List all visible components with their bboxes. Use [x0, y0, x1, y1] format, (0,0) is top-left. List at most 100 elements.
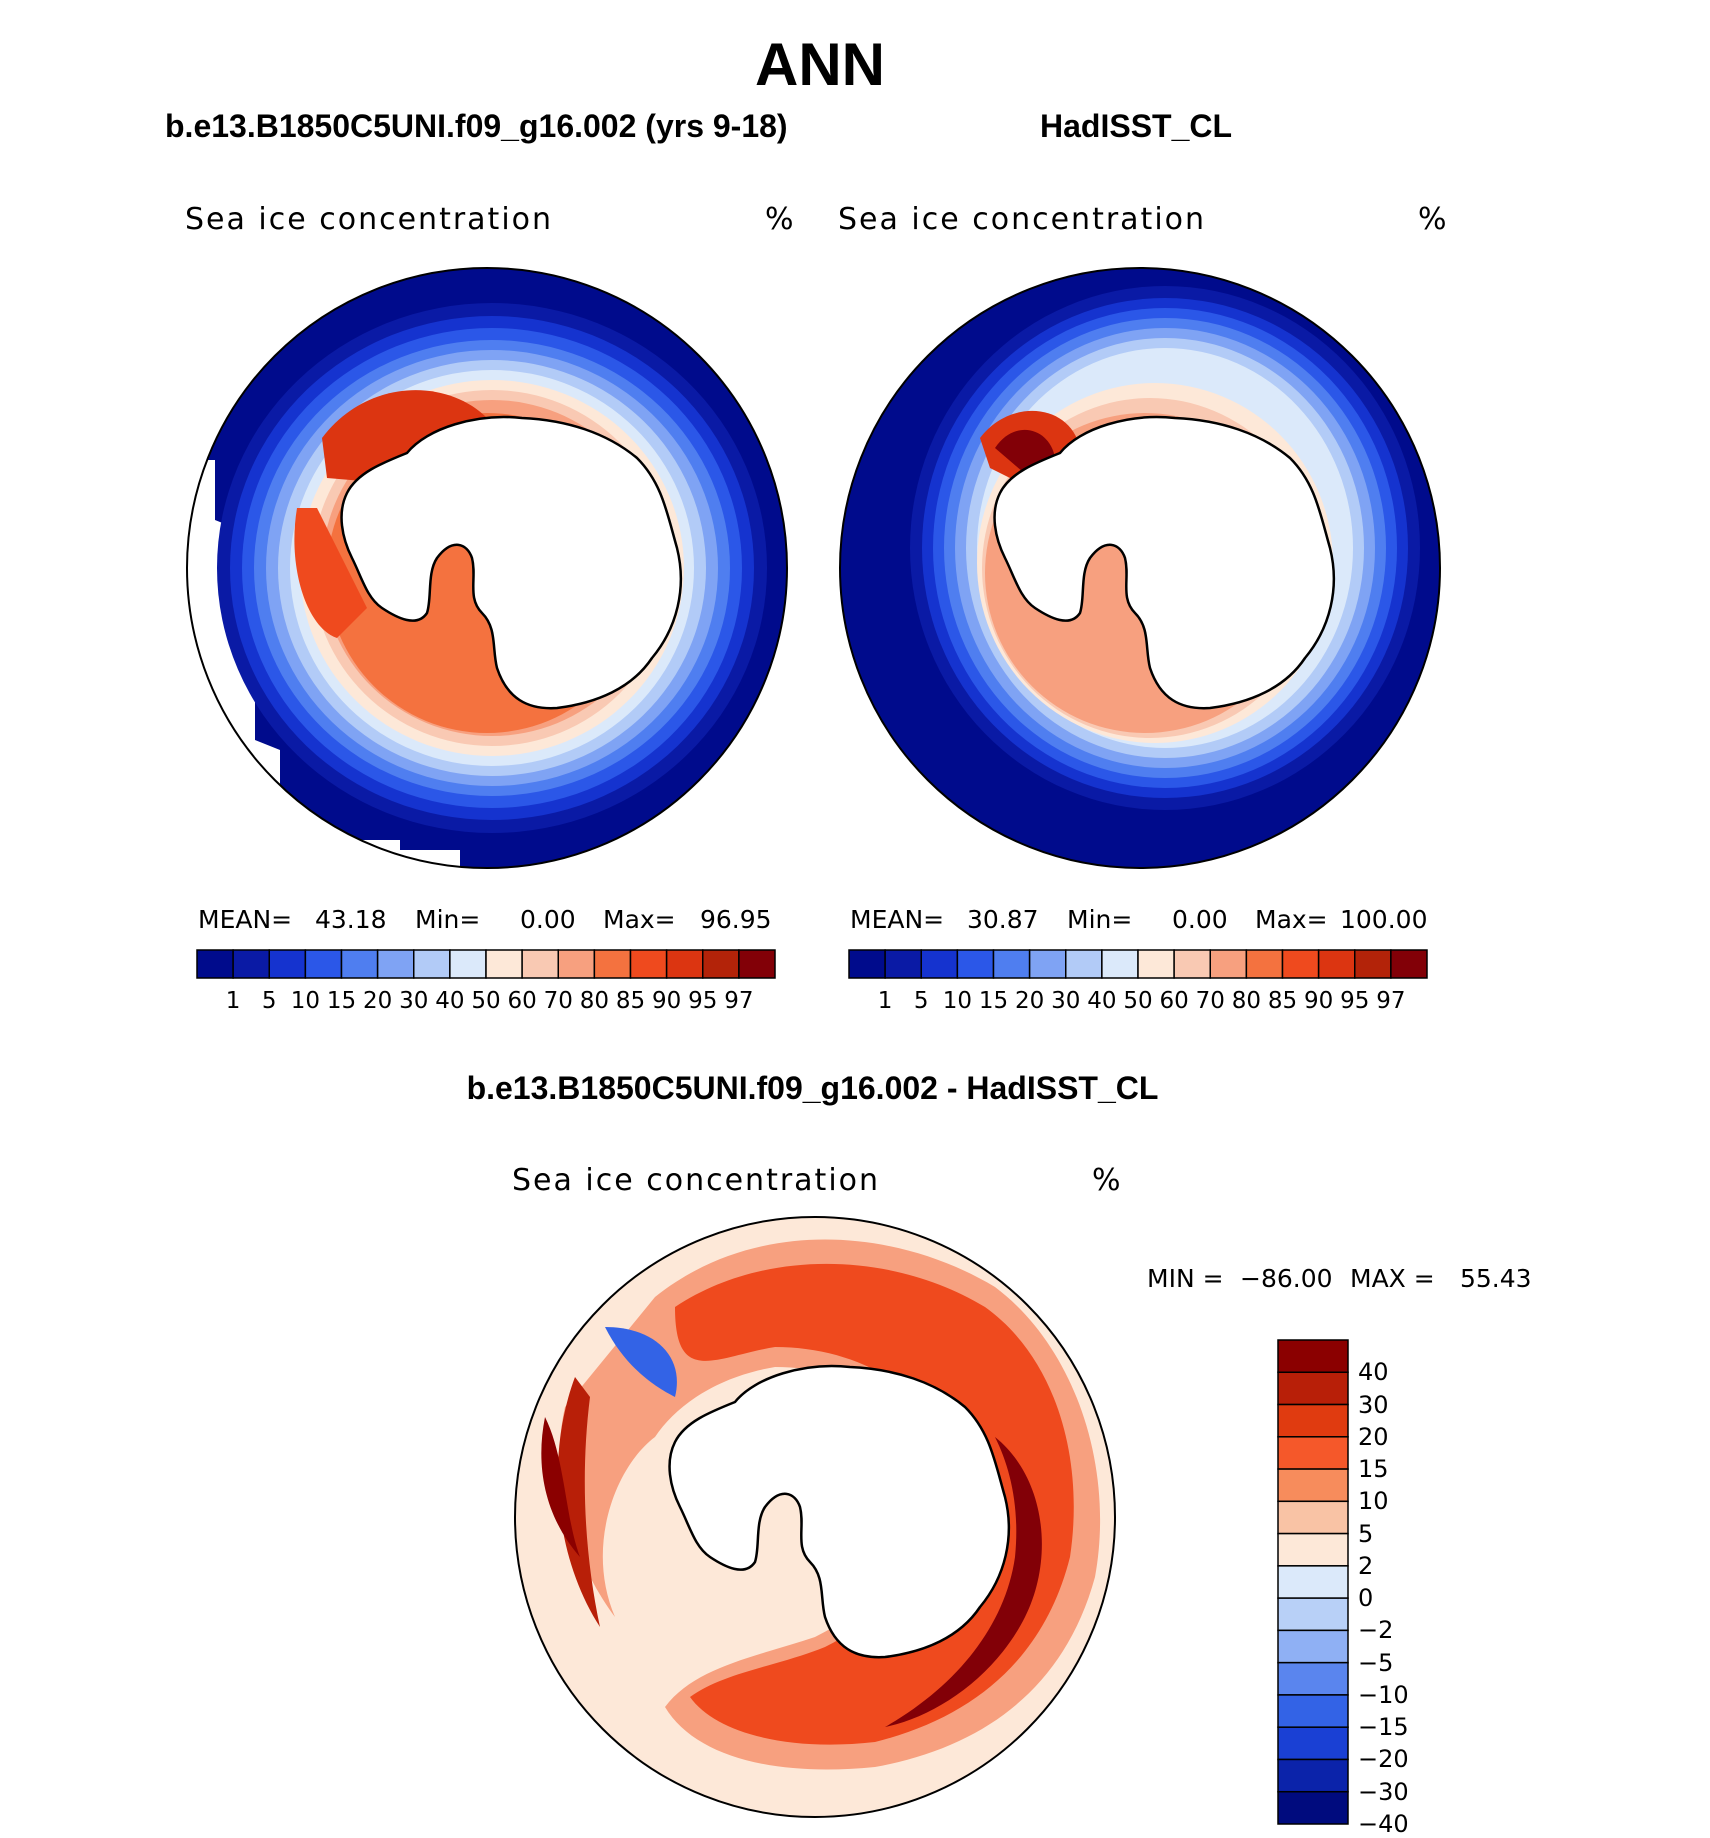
right-colorbar-tick-label: 80 [1231, 988, 1262, 1014]
left-colorbar-swatch [738, 949, 776, 979]
right-colorbar-swatch [848, 949, 886, 979]
left-colorbar-tick-label: 1 [225, 988, 241, 1014]
left-colorbar-tick-label: 97 [724, 988, 754, 1014]
difference-colorbar-swatch [1277, 1436, 1349, 1470]
difference-colorbar-swatch [1277, 1629, 1349, 1664]
difference-map [515, 1217, 1115, 1817]
difference-colorbar-tick-label: 5 [1358, 1519, 1374, 1548]
left-max-value: 96.95 [700, 905, 772, 934]
difference-colorbar-tick-label: −15 [1358, 1713, 1409, 1742]
left-colorbar-swatch [268, 949, 307, 979]
left-min-value: 0.00 [520, 905, 576, 934]
left-colorbar-tick-label: 80 [579, 988, 610, 1014]
left-colorbar-tick-label: 5 [261, 988, 277, 1014]
left-map [187, 268, 787, 868]
right-colorbar-swatch [1028, 949, 1067, 979]
left-colorbar-tick-label: 50 [471, 988, 501, 1014]
diff-max-value: 55.43 [1460, 1264, 1532, 1293]
right-colorbar-tick-label: 20 [1014, 988, 1045, 1014]
right-colorbar-swatch [992, 949, 1031, 979]
right-colorbar-swatch [1137, 949, 1175, 979]
right-colorbar-tick-label: 70 [1195, 988, 1225, 1014]
difference-colorbar-swatch [1277, 1661, 1349, 1696]
page-title: ANN [755, 31, 885, 98]
right-colorbar-swatch [1317, 949, 1356, 979]
difference-colorbar-tick-label: −40 [1358, 1810, 1409, 1838]
left-colorbar-swatch [413, 949, 451, 979]
right-colorbar-swatch [1101, 949, 1139, 979]
difference-colorbar-swatch [1277, 1758, 1349, 1793]
right-colorbar-swatch [884, 949, 922, 979]
right-max-label: Max= [1255, 905, 1328, 934]
panel-right-heading: HadISST_CL [1040, 108, 1233, 144]
right-colorbar-tick-label: 10 [942, 988, 973, 1014]
right-min-label: Min= [1067, 905, 1133, 934]
left-colorbar-swatch [593, 949, 632, 979]
right-mean-value: 30.87 [967, 905, 1039, 934]
difference-colorbar-swatch [1277, 1726, 1349, 1761]
left-colorbar-swatch [665, 949, 704, 979]
diff-min-value: −86.00 [1240, 1264, 1333, 1293]
left-colorbar-tick-label: 85 [615, 988, 646, 1014]
left-colorbar-swatch [376, 949, 415, 979]
difference-colorbar-tick-label: −10 [1358, 1680, 1409, 1709]
difference-colorbar-tick-label: 2 [1358, 1551, 1374, 1580]
panel-right-subtitle: Sea ice concentration [838, 202, 1207, 237]
difference-colorbar-swatch [1277, 1500, 1349, 1535]
right-mean-label: MEAN= [850, 905, 945, 934]
right-colorbar [848, 949, 1428, 979]
right-colorbar-swatch [956, 949, 995, 979]
right-colorbar-swatch [1354, 949, 1392, 979]
difference-colorbar-tick-label: −2 [1358, 1616, 1394, 1645]
right-min-value: 0.00 [1172, 905, 1228, 934]
left-colorbar-swatch [340, 949, 379, 979]
difference-colorbar-swatch [1277, 1532, 1349, 1567]
right-colorbar-tick-label: 15 [978, 988, 1009, 1014]
difference-map-border [514, 1216, 1116, 1818]
right-colorbar-tick-label: 97 [1376, 988, 1406, 1014]
difference-colorbar-swatch [1277, 1565, 1349, 1599]
right-colorbar-swatch [1390, 949, 1428, 979]
difference-colorbar-tick-label: 10 [1358, 1487, 1389, 1516]
left-mean-label: MEAN= [198, 905, 293, 934]
left-colorbar-tick-label: 70 [543, 988, 573, 1014]
right-colorbar-tick-label: 1 [877, 988, 893, 1014]
left-colorbar-tick-label: 10 [290, 988, 321, 1014]
right-colorbar-tick-label: 95 [1340, 988, 1370, 1014]
difference-colorbar-swatch [1277, 1371, 1349, 1406]
right-colorbar-swatch [1209, 949, 1248, 979]
right-colorbar-tick-label: 30 [1051, 988, 1081, 1014]
left-colorbar [196, 949, 776, 979]
difference-heading: b.e13.B1850C5UNI.f09_g16.002 - HadISST_C… [466, 1070, 1159, 1106]
right-colorbar-tick-label: 40 [1087, 988, 1117, 1014]
difference-colorbar-swatch [1277, 1403, 1349, 1438]
right-colorbar-tick-label: 85 [1267, 988, 1298, 1014]
difference-colorbar [1277, 1339, 1349, 1825]
left-colorbar-tick-label: 20 [362, 988, 393, 1014]
difference-colorbar-swatch [1277, 1790, 1349, 1825]
right-colorbar-swatch [1281, 949, 1320, 979]
right-colorbar-tick-label: 90 [1303, 988, 1334, 1014]
left-colorbar-tick-label: 30 [399, 988, 429, 1014]
left-colorbar-swatch [304, 949, 343, 979]
difference-colorbar-swatch [1277, 1597, 1349, 1632]
left-max-label: Max= [603, 905, 676, 934]
left-min-label: Min= [415, 905, 481, 934]
left-colorbar-swatch [521, 949, 559, 979]
difference-colorbar-swatch [1277, 1694, 1349, 1728]
left-colorbar-swatch [702, 949, 740, 979]
panel-left-unit: % [765, 202, 794, 237]
difference-subtitle: Sea ice concentration [512, 1163, 881, 1198]
left-colorbar-swatch [196, 949, 234, 979]
difference-colorbar-tick-label: −5 [1358, 1648, 1394, 1677]
panel-left-subtitle: Sea ice concentration [185, 202, 554, 237]
left-colorbar-swatch [449, 949, 487, 979]
panel-right-unit: % [1418, 202, 1447, 237]
difference-colorbar-tick-label: 0 [1358, 1584, 1374, 1613]
difference-colorbar-tick-label: −30 [1358, 1777, 1409, 1806]
right-colorbar-swatch [920, 949, 959, 979]
right-colorbar-tick-label: 60 [1159, 988, 1189, 1014]
diff-min-label: MIN = [1147, 1264, 1224, 1293]
left-colorbar-tick-label: 15 [326, 988, 357, 1014]
